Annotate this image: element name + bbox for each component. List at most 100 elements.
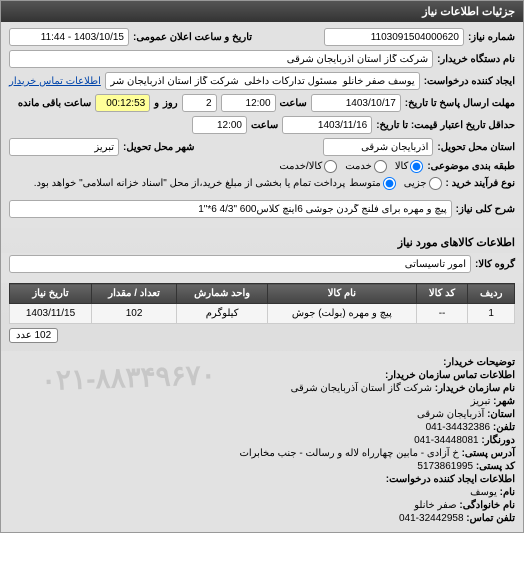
cell-1: --: [416, 304, 468, 324]
buyer-address-label: آدرس پستی:: [462, 448, 515, 459]
radio-small[interactable]: جزیی: [404, 177, 442, 190]
row-province: استان محل تحویل: شهر محل تحویل:: [9, 138, 515, 156]
buyer-org-label: نام سازمان خریدار:: [435, 383, 515, 394]
time-label-2: ساعت: [251, 120, 278, 131]
request-no-label: شماره نیاز:: [468, 32, 515, 43]
requester-name-label: نام:: [500, 487, 515, 498]
purchase-type-label: نوع فرآیند خرید :: [446, 178, 515, 189]
buyer-province-label: استان:: [487, 409, 515, 420]
panel-title: جزئیات اطلاعات نیاز: [1, 1, 523, 22]
buyer-phone: 34432386-041: [426, 422, 491, 433]
purchase-note: پرداخت تمام یا بخشی از مبلغ خرید،از محل …: [34, 178, 346, 189]
creator-contact-link[interactable]: اطلاعات تماس خریدار: [9, 76, 101, 87]
cell-3: کیلوگرم: [177, 304, 268, 324]
province-label: استان محل تحویل:: [437, 142, 515, 153]
buyer-fax-label: دورنگار:: [481, 435, 515, 446]
radio-kala-input[interactable]: [410, 160, 423, 173]
buyer-phone-label: تلفن:: [493, 422, 515, 433]
buyer-address: خ آزادی - مابین چهارراه لاله و رسالت - ج…: [239, 448, 458, 459]
radio-kalakhadamat[interactable]: کالا/خدمت: [279, 160, 337, 173]
buyer-contact-title: اطلاعات تماس سازمان خریدار:: [385, 370, 515, 381]
radio-kalakhadamat-input[interactable]: [324, 160, 337, 173]
requester-phone-label: تلفن تماس:: [466, 513, 515, 524]
buyer-postcode-label: کد پستی:: [476, 461, 515, 472]
goods-group-input[interactable]: [9, 255, 471, 273]
day-and-label: و: [154, 98, 159, 109]
col-0: ردیف: [468, 284, 515, 304]
buyer-org: شرکت گاز استان آذربایجان شرقی: [291, 383, 432, 394]
day-label: روز: [163, 98, 178, 109]
remaining-label: ساعت باقی مانده: [18, 98, 91, 109]
row-need-title: شرح کلی نیاز:: [9, 200, 515, 218]
buyer-city: تبریز: [471, 396, 491, 407]
validity-date-input[interactable]: [282, 116, 372, 134]
org-input[interactable]: [9, 50, 433, 68]
goods-section-title: اطلاعات کالاهای مورد نیاز: [1, 236, 523, 249]
row-goods-group: گروه کالا:: [9, 255, 515, 273]
row-validity: حداقل تاریخ اعتبار قیمت: تا تاریخ: ساعت: [9, 116, 515, 134]
request-no-input[interactable]: [324, 28, 464, 46]
col-4: تعداد / مقدار: [92, 284, 177, 304]
radio-medium-input[interactable]: [383, 177, 396, 190]
deadline-date-input[interactable]: [311, 94, 401, 112]
public-datetime-input[interactable]: [9, 28, 129, 46]
province-input[interactable]: [323, 138, 433, 156]
buyer-province: آذربایجان شرقی: [417, 409, 484, 420]
cell-2: پیچ و مهره (بولت) جوش: [268, 304, 417, 324]
goods-table: ردیف کد کالا نام کالا واحد شمارش تعداد /…: [9, 283, 515, 324]
time-label-1: ساعت: [280, 98, 307, 109]
radio-kala[interactable]: کالا: [395, 160, 424, 173]
deadline-time-input[interactable]: [221, 94, 276, 112]
goods-group-label: گروه کالا:: [475, 259, 515, 270]
requester-family-label: نام خانوادگی:: [459, 500, 515, 511]
row-category: طبقه بندی موضوعی: کالا خدمت کالا/خدمت: [9, 160, 515, 173]
need-title-label: شرح کلی نیاز:: [456, 204, 515, 215]
count-wrap: 102 عدد: [9, 328, 515, 343]
org-label: نام دستگاه خریدار:: [437, 54, 515, 65]
requester-title: اطلاعات ایجاد کننده درخواست:: [386, 474, 515, 485]
buyer-city-label: شهر:: [493, 396, 515, 407]
deadline-day-input[interactable]: [182, 94, 217, 112]
count-badge: 102 عدد: [9, 328, 58, 343]
public-datetime-label: تاریخ و ساعت اعلان عمومی:: [133, 32, 252, 43]
cell-4: 102: [92, 304, 177, 324]
row-purchase-type: نوع فرآیند خرید : جزیی متوسط پرداخت تمام…: [9, 177, 515, 190]
city-input[interactable]: [9, 138, 119, 156]
buyer-fax: 34448081-041: [414, 435, 479, 446]
validity-time-input[interactable]: [192, 116, 247, 134]
goods-table-wrap: ردیف کد کالا نام کالا واحد شمارش تعداد /…: [1, 283, 523, 351]
buyer-postcode: 5173861995: [417, 461, 473, 472]
requester-family: صفر خانلو: [414, 500, 456, 511]
radio-khadamat-input[interactable]: [374, 160, 387, 173]
goods-body: گروه کالا:: [1, 253, 523, 283]
details-panel: جزئیات اطلاعات نیاز شماره نیاز: تاریخ و …: [0, 0, 524, 533]
row-request-no: شماره نیاز: تاریخ و ساعت اعلان عمومی:: [9, 28, 515, 46]
creator-label: ایجاد کننده درخواست:: [424, 76, 515, 87]
city-label: شهر محل تحویل:: [123, 142, 195, 153]
table-header-row: ردیف کد کالا نام کالا واحد شمارش تعداد /…: [10, 284, 515, 304]
col-1: کد کالا: [416, 284, 468, 304]
radio-medium[interactable]: متوسط: [349, 177, 395, 190]
table-row[interactable]: 1 -- پیچ و مهره (بولت) جوش کیلوگرم 102 1…: [10, 304, 515, 324]
purchase-type-radios: جزیی متوسط: [349, 177, 441, 190]
col-5: تاریخ نیاز: [10, 284, 92, 304]
row-creator: ایجاد کننده درخواست: اطلاعات تماس خریدار: [9, 72, 515, 90]
col-2: نام کالا: [268, 284, 417, 304]
row-deadline: مهلت ارسال پاسخ تا تاریخ: ساعت روز و ساع…: [9, 94, 515, 112]
cell-5: 1403/11/15: [10, 304, 92, 324]
buyer-desc-label: توضیحات خریدار:: [443, 357, 515, 368]
deadline-label: مهلت ارسال پاسخ تا تاریخ:: [405, 98, 515, 109]
radio-khadamat[interactable]: خدمت: [345, 160, 387, 173]
validity-label: حداقل تاریخ اعتبار قیمت: تا تاریخ:: [376, 120, 515, 131]
need-title-input[interactable]: [9, 200, 452, 218]
cell-0: 1: [468, 304, 515, 324]
row-org: نام دستگاه خریدار:: [9, 50, 515, 68]
requester-name: یوسف: [470, 487, 497, 498]
category-label: طبقه بندی موضوعی:: [427, 161, 515, 172]
radio-small-input[interactable]: [429, 177, 442, 190]
category-radios: کالا خدمت کالا/خدمت: [279, 160, 423, 173]
creator-input[interactable]: [105, 72, 420, 90]
remaining-input[interactable]: [95, 94, 150, 112]
col-3: واحد شمارش: [177, 284, 268, 304]
footer-info: ۰۲۱-۸۸۳۴۹۶۷۰ توضیحات خریدار: اطلاعات تما…: [1, 351, 523, 532]
